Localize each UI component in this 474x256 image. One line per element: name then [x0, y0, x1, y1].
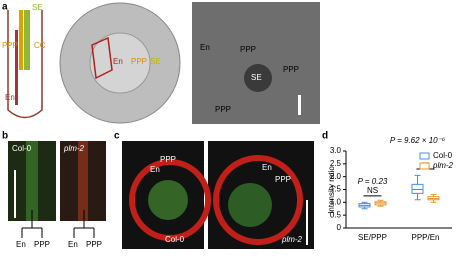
label: En	[150, 165, 160, 174]
se-cell	[244, 64, 272, 92]
label: PPP	[240, 45, 256, 54]
label: plm-2	[281, 235, 303, 244]
label: plm-2	[63, 144, 85, 153]
label: En	[5, 93, 15, 102]
x-tick-label: SE/PPP	[358, 233, 387, 242]
legend-swatch	[419, 162, 430, 170]
label: PPP	[34, 240, 50, 249]
annotation: P = 9.62 × 10⁻⁶	[390, 136, 446, 145]
label: PPP	[275, 175, 291, 184]
label: PPP	[160, 155, 176, 164]
ppp-strip	[19, 10, 23, 70]
y-tick-label: 2.5	[330, 159, 342, 168]
arrows	[21, 210, 95, 238]
label: SE	[32, 3, 43, 12]
scale-bar	[298, 95, 301, 115]
label: En	[200, 43, 210, 52]
label: PPP	[283, 65, 299, 74]
signal	[228, 183, 272, 227]
label: PPP	[2, 41, 18, 50]
y-tick-label: 1.0	[330, 197, 342, 206]
annotation: NS	[367, 186, 378, 195]
label: PPP	[215, 105, 231, 114]
y-tick-label: 0	[337, 223, 342, 232]
label: Col-0	[12, 144, 32, 153]
y-tick-label: 0.5	[330, 210, 342, 219]
box	[411, 183, 424, 194]
panel-label: a	[2, 2, 8, 13]
label: SE	[150, 57, 161, 66]
label: En	[16, 240, 26, 249]
y-tick-label: 3.0	[330, 146, 342, 155]
label: En	[113, 57, 123, 66]
se-strip	[24, 10, 30, 70]
panel-label: b	[2, 131, 8, 142]
box-chart: 0 0.5 1.0 1.5 2.0 2.5 3.0 Intensity ratio SE/PPP…	[327, 136, 453, 242]
panel-label: d	[322, 131, 328, 142]
signal	[213, 155, 303, 245]
label: En	[68, 240, 78, 249]
scale-bar	[14, 170, 16, 218]
en-strip	[15, 30, 18, 105]
y-tick-label: 2.0	[330, 172, 342, 181]
legend-swatch	[419, 152, 430, 160]
signal	[129, 159, 211, 241]
scale-bar	[306, 200, 308, 245]
legend-label: plm-2	[432, 161, 454, 170]
signal	[148, 180, 188, 220]
x-tick-label: PPP/En	[411, 233, 439, 242]
label: PPP	[86, 240, 102, 249]
signal	[78, 141, 88, 221]
signal	[26, 141, 38, 221]
legend-label: Col-0	[433, 151, 453, 160]
label: CC	[34, 41, 46, 50]
annotation: P = 0.23	[358, 177, 388, 186]
label: En	[262, 163, 272, 172]
outline	[91, 36, 113, 80]
label: PPP	[131, 57, 147, 66]
label: Col-0	[165, 235, 185, 244]
y-axis-label: Intensity ratio	[327, 166, 336, 214]
y-tick-label: 1.5	[330, 185, 342, 194]
label: SE	[251, 73, 262, 82]
panel-label: c	[114, 131, 120, 142]
stele	[89, 32, 151, 94]
